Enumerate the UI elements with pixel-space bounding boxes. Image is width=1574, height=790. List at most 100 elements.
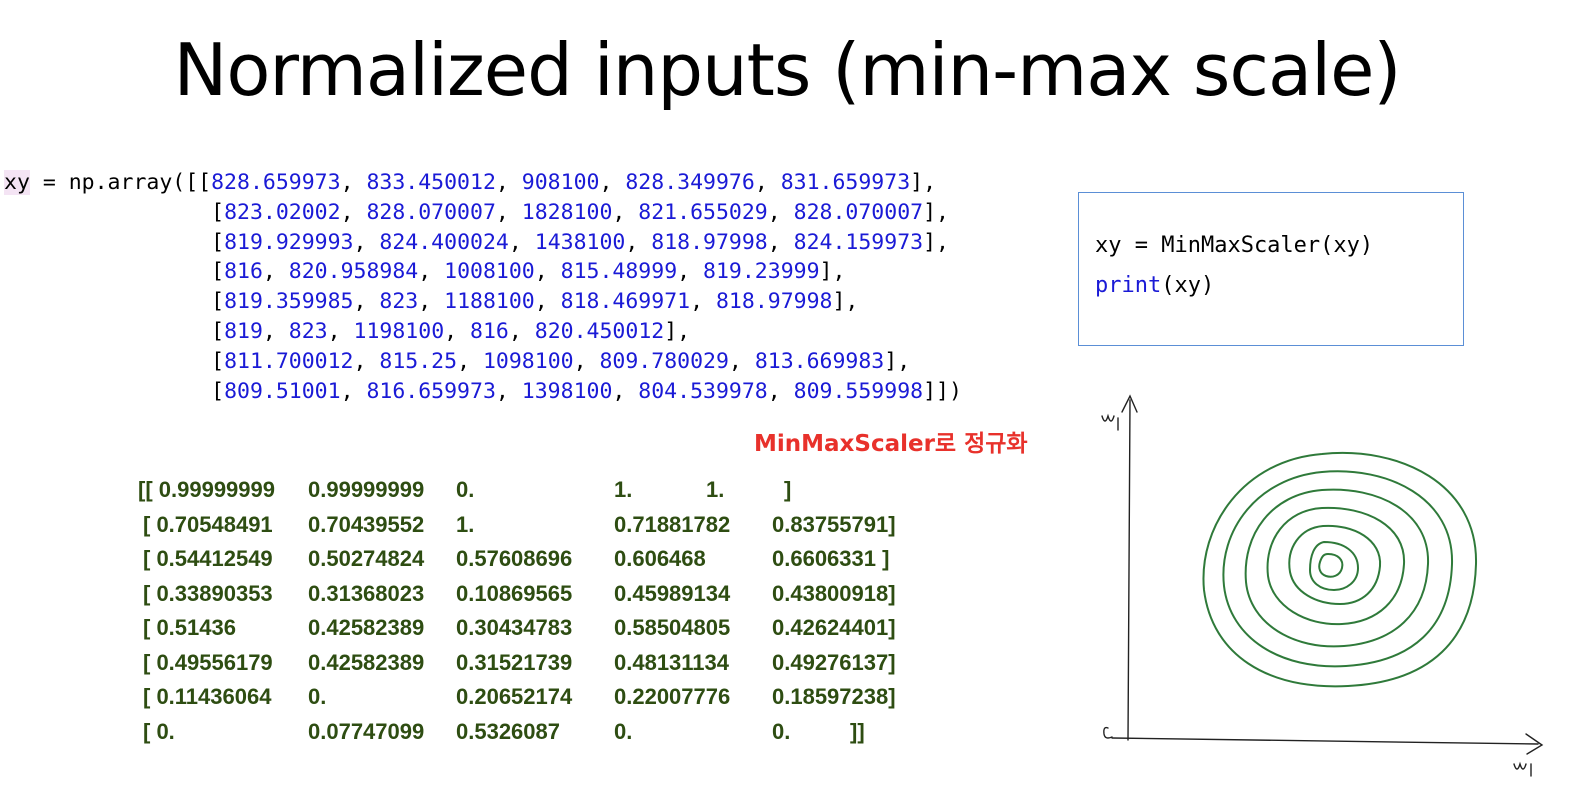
matrix-cell: 0.22007776 — [614, 684, 731, 709]
matrix-cell: 0.42582389 — [308, 649, 425, 675]
code-line: [823.02002, 828.070007, 1828100, 821.655… — [4, 199, 949, 225]
code-number: 819.359985 — [224, 289, 354, 315]
code-line: xy = np.array([[828.659973, 833.450012, … — [4, 170, 937, 195]
scaler-caption: MinMaxScaler로 정규화 — [754, 431, 1028, 457]
code-number: 820.450012 — [534, 318, 665, 344]
w1-arrow — [1525, 733, 1544, 755]
contour-sketch — [1101, 394, 1544, 777]
code-number: 818.97998 — [651, 229, 768, 255]
code-number: 818.469971 — [560, 289, 691, 315]
code-line: [811.700012, 815.25, 1098100, 809.780029… — [4, 348, 911, 374]
matrix-cell: 0.31368023 — [308, 580, 425, 606]
code-number: 824.400024 — [379, 229, 509, 255]
matrix-cell: [[ 0.99999999 — [138, 477, 275, 502]
code-line: [819.359985, 823, 1188100, 818.469971, 8… — [4, 289, 859, 315]
code-number: 1008100 — [444, 259, 535, 285]
slide-title: Normalized inputs (min-max scale) — [173, 28, 1402, 112]
matrix-cell: 0. — [772, 718, 791, 744]
code-number: 815.25 — [379, 348, 458, 374]
code-number: 1828100 — [521, 199, 613, 225]
w1-axis — [1111, 737, 1539, 745]
matrix-cell: 0. — [308, 684, 327, 709]
matrix-cell: 0.48131134 — [614, 649, 730, 675]
matrix-cell: 0.57608696 — [456, 546, 573, 571]
matrix-cell: [ 0.70548491 — [143, 511, 273, 537]
code-number: 820.958984 — [288, 259, 419, 285]
code-number: 819.23999 — [703, 259, 820, 285]
code-number: 831.659973 — [780, 170, 911, 195]
code-number: 819 — [224, 318, 263, 344]
code-number: 828.070007 — [366, 199, 496, 225]
matrix-cell: 0.20652174 — [456, 684, 573, 709]
matrix-cell: [ 0.11436064 — [143, 684, 272, 709]
matrix-cell: 1. — [456, 511, 475, 537]
code-number: 828.070007 — [793, 199, 924, 225]
w2-label — [1101, 413, 1119, 431]
code-number: 818.97998 — [715, 289, 833, 315]
code-number: 828.349976 — [625, 170, 755, 195]
code-assign: = np.array([[ — [29, 170, 212, 195]
print-keyword: print — [1095, 273, 1162, 298]
print-args: (xy) — [1161, 273, 1215, 298]
matrix-cell: 0.5326087 — [456, 718, 560, 744]
matrix-cell: 1. — [706, 477, 725, 502]
origin-mark — [1103, 726, 1113, 739]
matrix-cell: ] — [784, 477, 792, 502]
matrix-cell: [ 0.33890353 — [143, 580, 273, 606]
code-line: [819, 823, 1198100, 816, 820.450012], — [4, 318, 691, 344]
matrix-cell: [ 0.51436 — [143, 615, 236, 640]
matrix-cell: 0.71881782 — [614, 511, 731, 537]
code-number: 1438100 — [534, 229, 626, 255]
w2-arrow — [1121, 394, 1138, 413]
matrix-cell: 0.70439552 — [308, 511, 425, 537]
matrix-cell: [ 0.54412549 — [143, 546, 273, 571]
print-line: print(xy) — [1095, 273, 1214, 298]
code-number: 816.659973 — [366, 378, 496, 404]
code-number: 823 — [379, 289, 419, 315]
code-number: 1398100 — [521, 378, 613, 404]
matrix-cell: 0.49276137] — [772, 649, 896, 675]
matrix-cell: 0. — [456, 477, 475, 502]
matrix-cell: 0.606468 — [614, 546, 706, 571]
code-number: 823 — [288, 318, 328, 344]
matrix-cell: 0.31521739 — [456, 649, 573, 675]
code-number: 809.780029 — [599, 348, 729, 374]
matrix-cell: 0.42582389 — [308, 615, 425, 640]
code-line: [819.929993, 824.400024, 1438100, 818.97… — [4, 229, 949, 255]
matrix-cell: [ 0. — [143, 718, 175, 744]
code-line: [816, 820.958984, 1008100, 815.48999, 81… — [4, 259, 846, 285]
contour-rings — [1202, 452, 1478, 688]
code-number: 813.669983 — [754, 348, 885, 374]
code-number: 819.929993 — [224, 229, 354, 255]
w2-axis — [1127, 399, 1131, 741]
code-number: 821.655029 — [638, 199, 768, 225]
code-number: 823.02002 — [224, 199, 341, 225]
code-number: 811.700012 — [224, 348, 354, 374]
code-number: 1198100 — [353, 318, 445, 344]
matrix-cell: [ 0.49556179 — [143, 649, 273, 675]
matrix-cell: 0.07747099 — [308, 718, 425, 744]
matrix-cell: 1. — [614, 477, 633, 502]
code-number: 908100 — [521, 170, 600, 195]
matrix-cell: ]] — [850, 718, 865, 744]
code-number: 815.48999 — [560, 259, 678, 285]
code-number: 809.51001 — [224, 378, 341, 404]
numpy-array-code: xy = np.array([[828.659973, 833.450012, … — [4, 168, 962, 406]
code-number: 804.539978 — [638, 378, 768, 404]
matrix-cell: 0.50274824 — [308, 546, 425, 571]
matrix-cell: 0.99999999 — [308, 477, 425, 502]
matrix-cell: 0.45989134 — [614, 580, 731, 606]
code-number: 1098100 — [482, 348, 574, 374]
matrix-cell: 0.42624401] — [772, 615, 896, 640]
code-number: 816 — [224, 259, 263, 285]
code-number: 809.559998 — [793, 378, 924, 404]
code-number: 824.159973 — [793, 229, 924, 255]
matrix-cell: 0.58504805 — [614, 615, 731, 640]
matrix-cell: 0.18597238] — [772, 684, 896, 709]
matrix-cell: 0.30434783 — [456, 615, 573, 640]
matrix-cell: 0.10869565 — [456, 580, 573, 606]
matrix-cell: 0.43800918] — [772, 580, 896, 606]
scaler-line: xy = MinMaxScaler(xy) — [1095, 233, 1374, 258]
matrix-cell: 0.83755791] — [772, 511, 896, 537]
minmax-code-box: xy = MinMaxScaler(xy) print(xy) — [1078, 192, 1464, 346]
